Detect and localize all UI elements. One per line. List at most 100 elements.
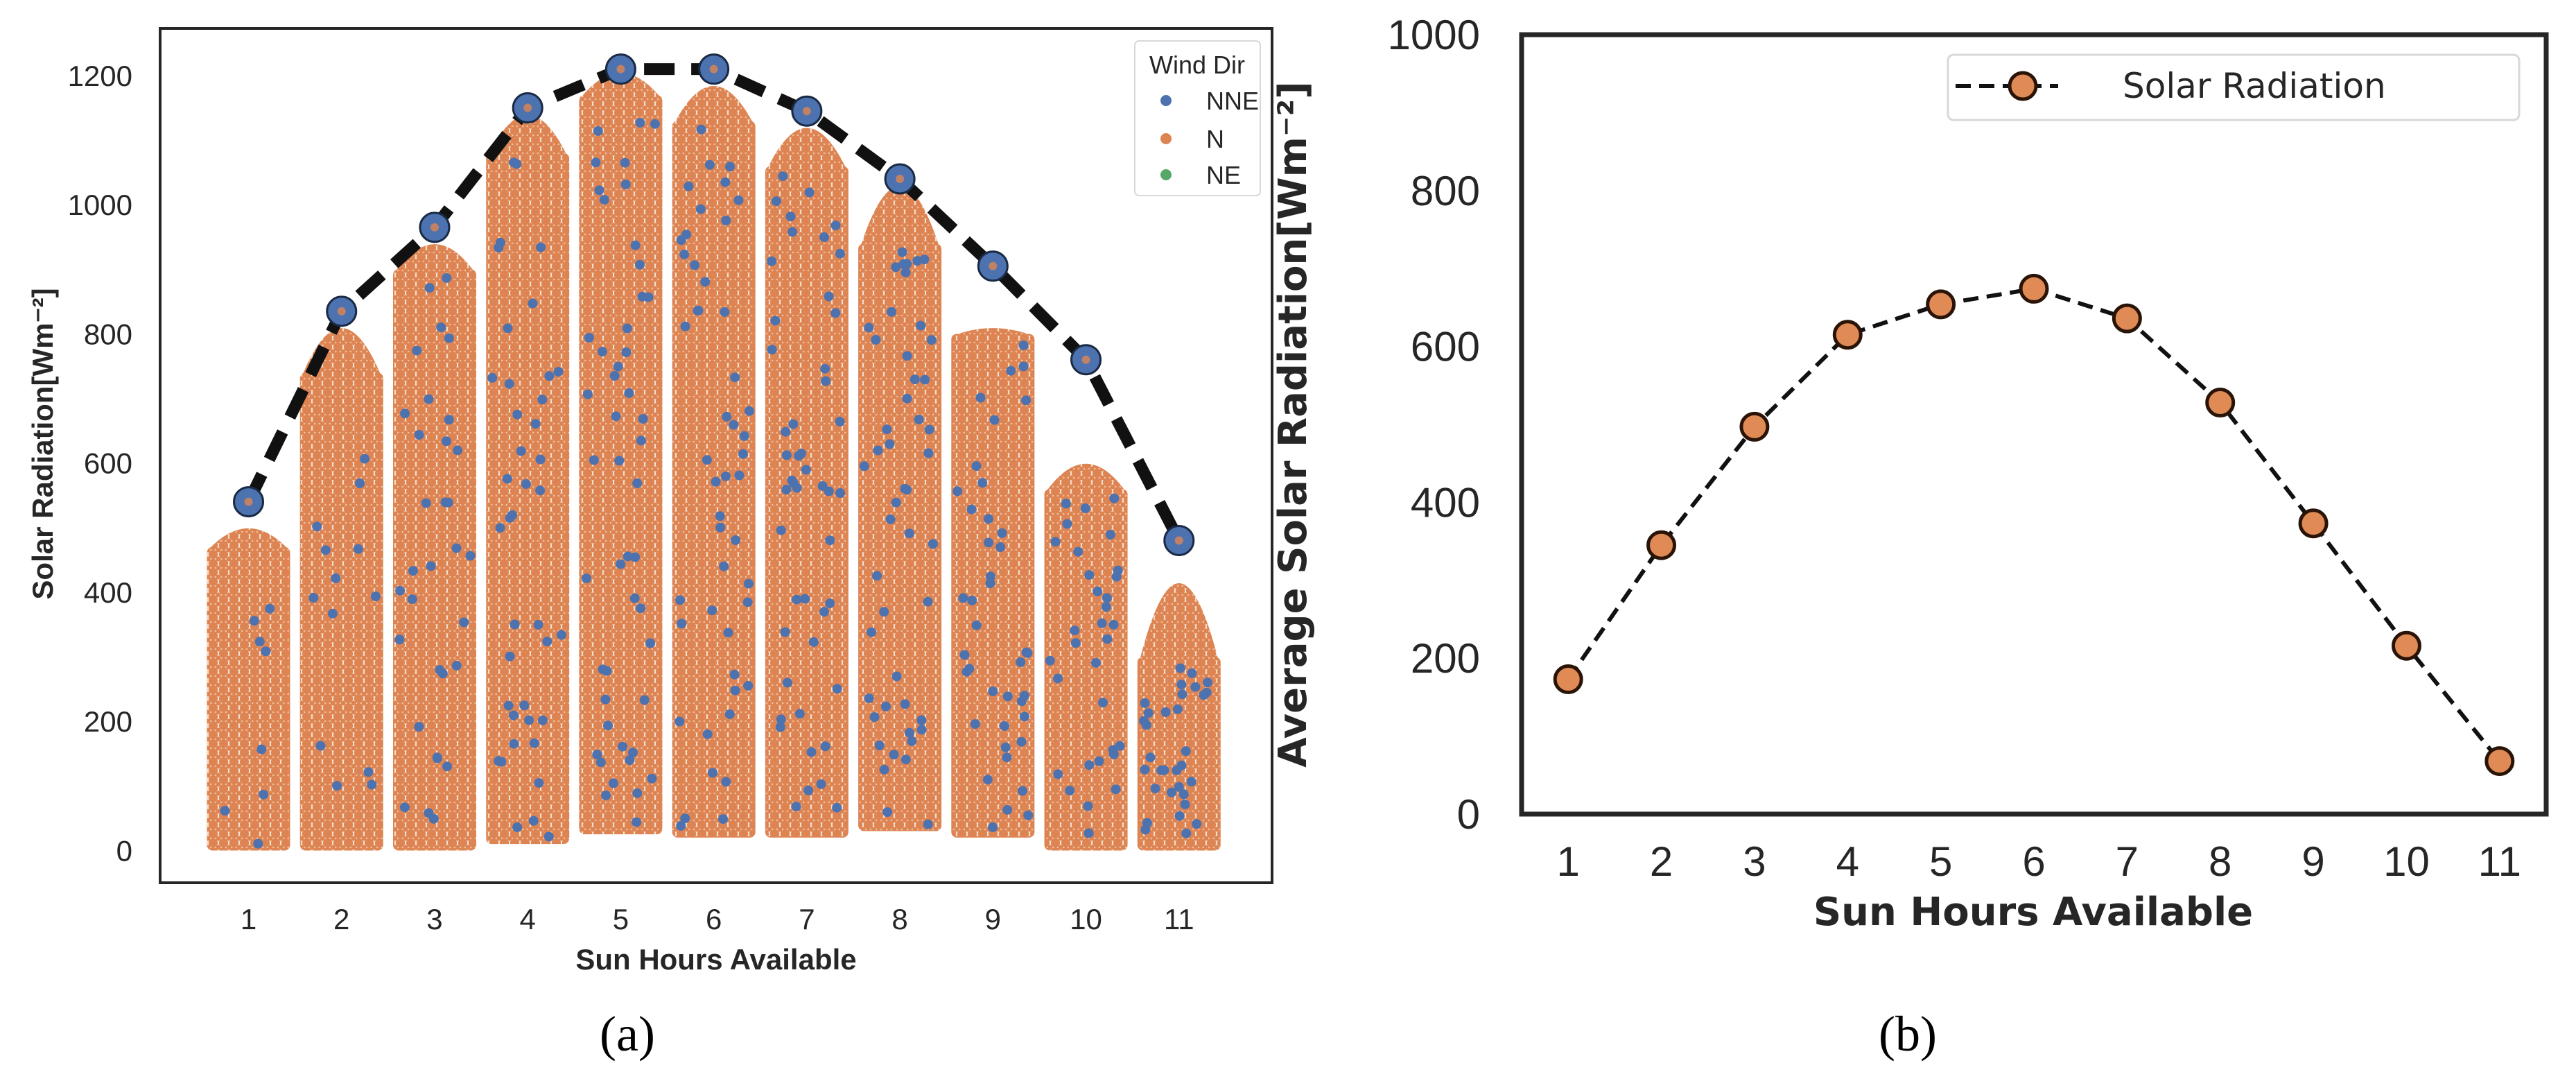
swarm-dot-nne — [707, 605, 717, 616]
data-point-marker — [1646, 530, 1677, 560]
swarm-dot-nne — [715, 511, 725, 521]
swarm-dot-nne — [794, 709, 805, 719]
swarm-dot-nne — [879, 607, 889, 617]
swarm-dot-nne — [702, 729, 713, 739]
swarm-dot-nne — [1002, 804, 1013, 815]
legend-marker-nne — [1160, 95, 1172, 106]
swarm-cap-n — [1140, 582, 1218, 659]
swarm-dot-nne — [632, 788, 643, 798]
swarm-dot-nne — [681, 230, 692, 240]
swarm-dot-nne — [603, 720, 613, 731]
swarm-dot-nne — [597, 347, 607, 357]
swarm-dot-nne — [595, 757, 606, 768]
swarm-dot-nne — [680, 321, 690, 331]
swarm-dot-nne — [1141, 720, 1151, 730]
swarm-dot-nne — [509, 739, 519, 749]
x-axis-label: Sun Hours Available — [575, 943, 856, 976]
max-point-inner-dot — [709, 64, 718, 74]
swarm-dot-nne — [261, 646, 271, 657]
swarm-dot-nne — [1045, 655, 1055, 666]
swarm-plot-panel: 0 200 400 600 800 1000 1200 1 2 3 4 5 6 7 8 9 10 11 Sun … — [26, 27, 1273, 1062]
swarm-dot-nne — [820, 363, 830, 374]
swarm-column-10 — [1044, 463, 1128, 851]
swarm-dot-nne — [332, 781, 342, 791]
swarm-dot-nne — [1102, 634, 1113, 644]
swarm-dot-nne — [353, 544, 363, 554]
swarm-dot-nne — [512, 409, 523, 420]
swarm-dot-nne — [1016, 696, 1027, 707]
series-line — [1553, 273, 2515, 777]
swarm-dot-nne — [889, 750, 899, 760]
swarm-body-n — [486, 153, 570, 845]
swarm-dot-nne — [1083, 801, 1093, 811]
swarm-dot-nne — [1062, 519, 1072, 529]
swarm-dot-nne — [394, 635, 405, 645]
swarm-dot-nne — [1094, 756, 1104, 766]
swarm-dot-nne — [924, 424, 934, 435]
swarm-dot-nne — [1109, 493, 1120, 503]
max-line — [233, 53, 1195, 556]
swarm-dot-nne — [920, 374, 930, 385]
swarm-dot-nne — [442, 436, 451, 447]
swarm-dot-nne — [444, 333, 454, 343]
swarm-dot-nne — [1140, 764, 1150, 775]
swarm-dot-nne — [723, 628, 733, 638]
swarm-dot-nne — [720, 307, 730, 317]
max-point-inner-dot — [337, 307, 346, 316]
y-tick-labels: 0 200 400 600 800 1000 — [1388, 12, 1480, 838]
x-tick-label: 10 — [2383, 838, 2430, 885]
swarm-dot-nne — [867, 627, 876, 637]
swarm-dot-nne — [819, 232, 829, 242]
swarm-dot-nne — [1175, 663, 1185, 673]
legend-label-nne: NNE — [1206, 87, 1259, 115]
swarm-cap-n — [675, 85, 753, 123]
swarm-dot-nne — [928, 539, 938, 549]
swarm-body-n — [207, 546, 290, 851]
swarm-dot-nne — [1159, 765, 1169, 775]
y-tick-label: 800 — [84, 318, 132, 350]
swarm-dot-nne — [1199, 690, 1209, 700]
swarm-dot-nne — [428, 813, 439, 824]
swarm-dot-nne — [959, 650, 970, 660]
swarm-dot-nne — [620, 157, 630, 168]
swarm-dot-nne — [788, 419, 799, 429]
swarm-dot-nne — [1090, 657, 1101, 668]
swarm-dot-nne — [647, 773, 657, 784]
swarm-dot-nne — [432, 753, 442, 763]
swarm-dot-nne — [636, 603, 646, 614]
swarm-dot-nne — [544, 371, 555, 381]
data-point-marker — [2205, 388, 2236, 418]
swarm-dot-nne — [781, 426, 791, 437]
swarm-dot-nne — [819, 607, 829, 617]
swarm-dot-nne — [738, 449, 748, 459]
swarm-dot-nne — [801, 465, 811, 475]
swarm-dot-nne — [620, 179, 631, 189]
swarm-column-9 — [951, 328, 1035, 838]
x-tick-label: 5 — [613, 903, 629, 935]
swarm-dot-nne — [1093, 586, 1103, 596]
swarm-dot-nne — [1084, 570, 1095, 580]
swarm-dot-nne — [702, 455, 712, 465]
swarm-dot-nne — [771, 196, 781, 207]
swarm-dot-nne — [400, 408, 410, 419]
swarm-dot-nne — [914, 415, 924, 424]
swarm-dot-nne — [1178, 789, 1189, 800]
swarm-dot-nne — [725, 162, 735, 172]
swarm-dot-nne — [1061, 499, 1071, 509]
swarm-dot-nne — [360, 454, 369, 464]
legend: Solar Radiation — [1947, 53, 2521, 121]
swarm-dot-nne — [984, 537, 993, 548]
swarm-dot-nne — [424, 283, 435, 293]
swarm-dot-nne — [1181, 828, 1192, 838]
swarm-dot-nne — [970, 719, 980, 730]
swarm-dot-nne — [632, 478, 643, 488]
swarm-dot-nne — [1180, 800, 1190, 810]
swarm-dot-nne — [528, 298, 538, 309]
swarm-dot-nne — [487, 372, 498, 383]
swarm-dot-nne — [806, 747, 817, 757]
swarm-dot-nne — [609, 371, 620, 381]
swarm-dot-nne — [803, 785, 814, 795]
y-tick-label: 200 — [1411, 635, 1480, 682]
swarm-dot-nne — [1101, 602, 1111, 612]
swarm-dot-nne — [582, 573, 591, 584]
